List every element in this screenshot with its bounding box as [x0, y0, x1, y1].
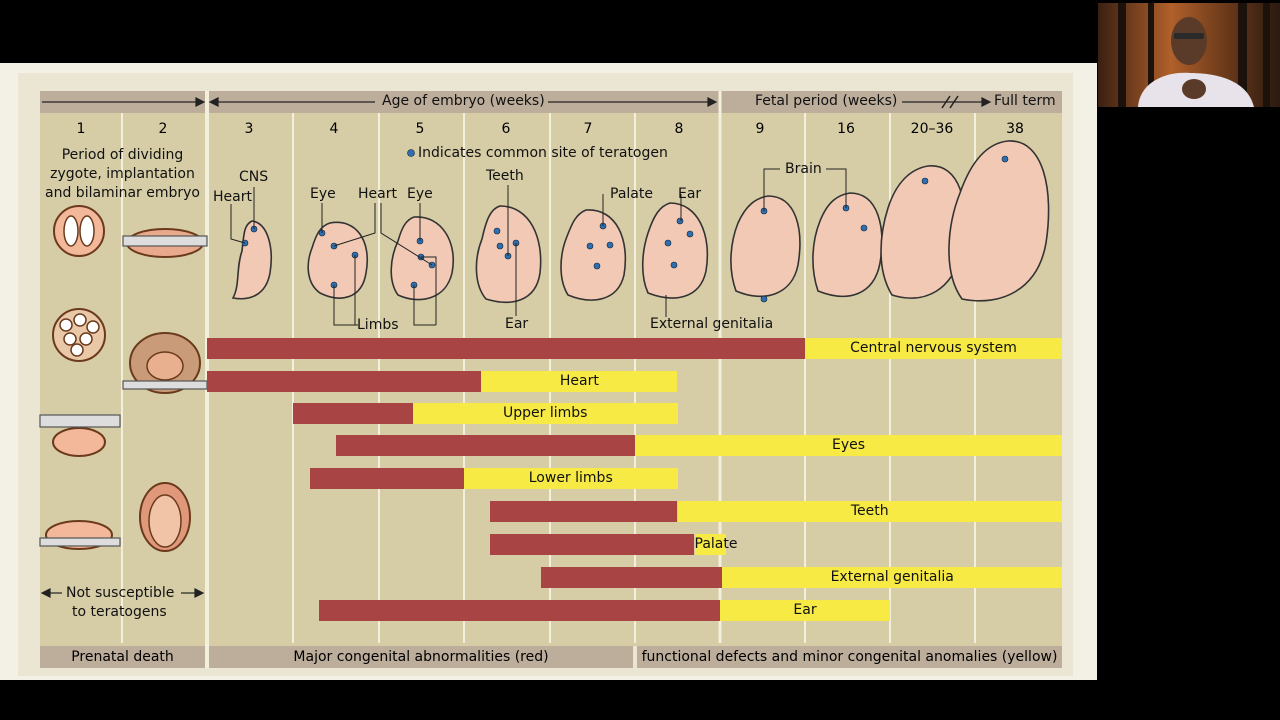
bar-yellow-external-genitalia: [722, 567, 1062, 588]
bar-yellow-central-nervous-system: [805, 338, 1062, 359]
bar-red-ear: [318, 600, 720, 621]
footer-minor: functional defects and minor congenital …: [637, 646, 1062, 668]
week-6: 6: [501, 121, 511, 137]
label-external-genitalia: External genitalia: [650, 316, 774, 332]
label-eye-2: Eye: [407, 186, 433, 202]
bar-label-central-nervous-system: Central nervous system: [850, 340, 1017, 356]
label-teeth: Teeth: [486, 168, 524, 184]
bar-yellow-lower-limbs: [464, 468, 678, 489]
presenter-webcam: [1098, 3, 1280, 107]
label-eye-1: Eye: [310, 186, 336, 202]
label-limbs: Limbs: [357, 317, 399, 333]
bar-red-lower-limbs: [310, 468, 464, 489]
week-38: 38: [1006, 121, 1024, 137]
bar-label-ear: Ear: [793, 602, 817, 618]
week-9: 9: [755, 121, 765, 137]
bar-red-heart: [207, 371, 482, 392]
week-5: 5: [415, 121, 425, 137]
bar-yellow-upper-limbs: [413, 403, 678, 424]
week-7: 7: [583, 121, 593, 137]
bar-label-teeth: Teeth: [850, 503, 889, 519]
week-4: 4: [329, 121, 339, 137]
age-of-embryo-label: Age of embryo (weeks): [382, 93, 545, 109]
bar-red-palate: [489, 534, 695, 555]
bar-red-teeth: [489, 501, 678, 522]
week-1: 1: [76, 121, 86, 137]
week-2: 2: [158, 121, 168, 137]
bar-label-external-genitalia: External genitalia: [830, 569, 954, 585]
period-text-3: and bilaminar embryo: [45, 185, 200, 201]
footer-major: Major congenital abnormalities (red): [209, 646, 633, 668]
bar-yellow-eyes: [635, 435, 1062, 456]
label-heart-2: Heart: [358, 186, 397, 202]
label-brain: Brain: [785, 161, 822, 177]
label-cns: CNS: [239, 169, 269, 185]
week-3: 3: [244, 121, 254, 137]
bar-red-central-nervous-system: [207, 338, 805, 359]
label-ear-top: Ear: [678, 186, 702, 202]
week-16: 16: [837, 121, 855, 137]
bar-label-eyes: Eyes: [831, 437, 866, 453]
fetal-period-label: Fetal period (weeks): [755, 93, 898, 109]
label-palate: Palate: [610, 186, 653, 202]
label-heart-1: Heart: [213, 189, 252, 205]
bar-label-lower-limbs: Lower limbs: [528, 470, 613, 486]
label-ear-bottom: Ear: [505, 316, 529, 332]
bar-label-palate: Palate: [694, 536, 738, 552]
bar-red-upper-limbs: [293, 403, 413, 424]
not-susceptible-2: to teratogens: [72, 604, 167, 620]
bar-red-eyes: [336, 435, 635, 456]
bar-yellow-teeth: [677, 501, 1062, 522]
week-20-36: 20–36: [910, 121, 954, 137]
full-term-label: Full term: [994, 93, 1056, 109]
teratogen-chart: [18, 73, 1073, 676]
bar-label-heart: Heart: [559, 373, 599, 389]
week-8: 8: [674, 121, 684, 137]
bar-yellow-palate: [694, 534, 727, 555]
bar-yellow-heart: [481, 371, 678, 392]
period-text-1: Period of dividing: [61, 147, 184, 163]
not-susceptible-1: Not susceptible: [66, 585, 175, 601]
bar-label-upper-limbs: Upper limbs: [503, 405, 588, 421]
slide: Age of embryo (weeks) Fetal period (week…: [0, 63, 1097, 680]
period-text-2: zygote, implantation: [50, 166, 195, 182]
legend-note: Indicates common site of teratogen: [418, 145, 668, 161]
bar-red-external-genitalia: [541, 567, 723, 588]
footer-prenatal-death: Prenatal death: [40, 646, 205, 668]
bar-yellow-ear: [720, 600, 890, 621]
